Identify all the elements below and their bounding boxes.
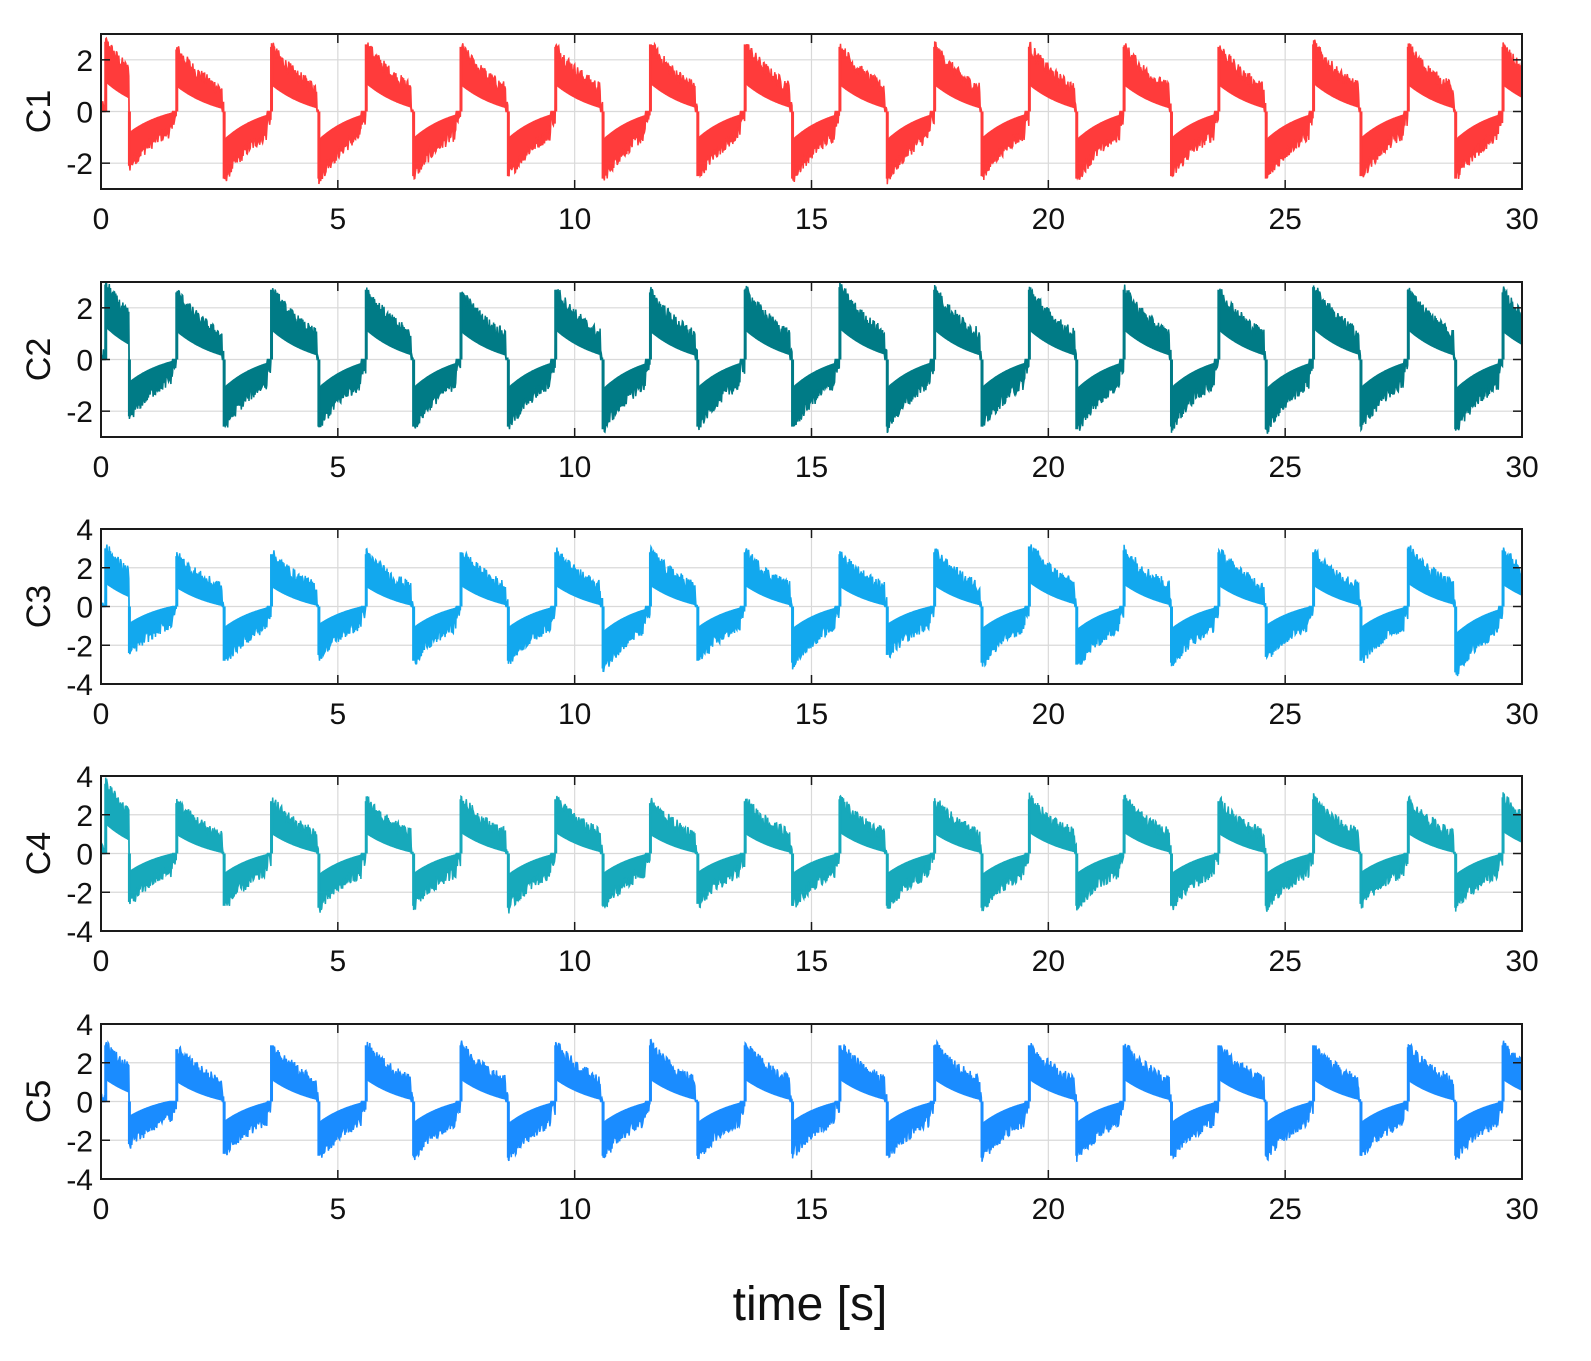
y-tick-label: 4 xyxy=(76,514,93,547)
x-tick-label: 0 xyxy=(93,945,110,978)
x-tick-label: 25 xyxy=(1268,945,1301,978)
y-axis-label: C2 xyxy=(20,338,58,381)
x-tick-label: 5 xyxy=(329,1193,346,1226)
signal-c4 xyxy=(101,777,1522,914)
x-tick-label: 5 xyxy=(329,698,346,731)
y-tick-label: 2 xyxy=(76,553,93,586)
y-tick-label: -2 xyxy=(66,148,93,181)
y-axis-label: C4 xyxy=(20,832,58,875)
signal-band xyxy=(101,282,1522,434)
y-tick-label: 2 xyxy=(76,1048,93,1081)
x-tick-label: 15 xyxy=(795,1193,828,1226)
x-tick-label: 10 xyxy=(558,451,591,484)
x-tick-label: 30 xyxy=(1505,451,1538,484)
y-tick-label: -4 xyxy=(66,669,93,702)
y-tick-label: 0 xyxy=(76,592,93,625)
y-tick-label: -2 xyxy=(66,396,93,429)
figure-x-axis-label: time [s] xyxy=(733,1278,888,1331)
signal-band xyxy=(101,544,1522,677)
y-tick-label: 2 xyxy=(76,293,93,326)
x-tick-label: 20 xyxy=(1032,1193,1065,1226)
signal-band xyxy=(101,36,1522,185)
signal-band xyxy=(101,1038,1522,1162)
x-tick-label: 0 xyxy=(93,1193,110,1226)
x-tick-label: 30 xyxy=(1505,945,1538,978)
x-tick-label: 15 xyxy=(795,203,828,236)
x-tick-label: 10 xyxy=(558,1193,591,1226)
x-tick-label: 30 xyxy=(1505,698,1538,731)
subplot-c3: 0 5 10 15 20 25 30 -4 -2 0 2 4 C3 xyxy=(20,514,1539,731)
signal-c3 xyxy=(101,544,1522,677)
y-tick-label: 2 xyxy=(76,45,93,78)
x-tick-label: 5 xyxy=(329,451,346,484)
y-tick-label: -2 xyxy=(66,630,93,663)
y-tick-label: 2 xyxy=(76,800,93,833)
x-tick-label: 30 xyxy=(1505,1193,1538,1226)
y-tick-label: 0 xyxy=(76,839,93,872)
signal-c5 xyxy=(101,1038,1522,1162)
x-tick-label: 20 xyxy=(1032,698,1065,731)
x-tick-label: 30 xyxy=(1505,203,1538,236)
x-tick-label: 0 xyxy=(93,203,110,236)
y-axis-label: C5 xyxy=(20,1080,58,1123)
x-tick-label: 0 xyxy=(93,451,110,484)
x-tick-label: 5 xyxy=(329,945,346,978)
y-tick-label: 4 xyxy=(76,761,93,794)
subplot-c4: 0 5 10 15 20 25 30 -4 -2 0 2 4 C4 xyxy=(20,761,1539,978)
signal-c1 xyxy=(101,36,1522,185)
y-axis-label: C1 xyxy=(20,90,58,133)
x-tick-label: 10 xyxy=(558,945,591,978)
signal-band xyxy=(101,777,1522,914)
y-axis-label: C3 xyxy=(20,585,58,628)
x-tick-label: 10 xyxy=(558,698,591,731)
y-tick-label: -2 xyxy=(66,877,93,910)
x-tick-label: 5 xyxy=(329,203,346,236)
x-tick-label: 20 xyxy=(1032,203,1065,236)
y-tick-label: -4 xyxy=(66,1164,93,1197)
x-tick-label: 15 xyxy=(795,945,828,978)
x-tick-label: 25 xyxy=(1268,1193,1301,1226)
x-tick-label: 10 xyxy=(558,203,591,236)
y-tick-label: -2 xyxy=(66,1125,93,1158)
signal-c2 xyxy=(101,282,1522,434)
subplot-c5: 0 5 10 15 20 25 30 -4 -2 0 2 4 C5 xyxy=(20,1009,1539,1226)
x-tick-label: 25 xyxy=(1268,698,1301,731)
x-tick-label: 0 xyxy=(93,698,110,731)
x-tick-label: 15 xyxy=(795,451,828,484)
x-tick-label: 20 xyxy=(1032,945,1065,978)
x-tick-label: 25 xyxy=(1268,203,1301,236)
y-tick-label: 0 xyxy=(76,1087,93,1120)
x-tick-label: 25 xyxy=(1268,451,1301,484)
y-tick-label: 4 xyxy=(76,1009,93,1042)
x-tick-label: 15 xyxy=(795,698,828,731)
x-tick-label: 20 xyxy=(1032,451,1065,484)
y-tick-label: 0 xyxy=(76,345,93,378)
y-tick-label: -4 xyxy=(66,916,93,949)
y-tick-label: 0 xyxy=(76,97,93,130)
